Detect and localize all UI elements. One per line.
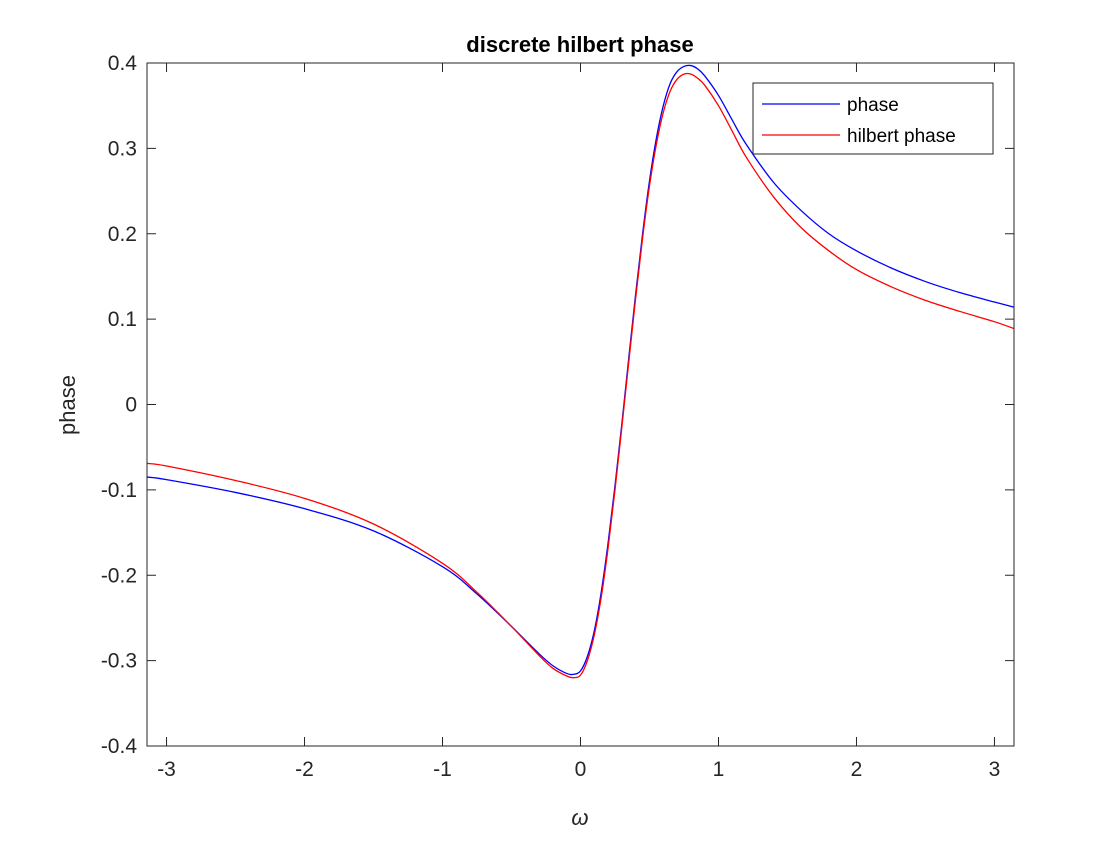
y-axis-label: phase bbox=[55, 375, 80, 435]
legend-box bbox=[752, 82, 994, 155]
axes-box bbox=[146, 62, 1015, 747]
legend-label-hilbert-phase: hilbert phase bbox=[847, 126, 956, 147]
series-layer bbox=[147, 64, 1014, 679]
y-tick-label: -0.2 bbox=[101, 564, 137, 587]
y-tick-label: 0.2 bbox=[108, 223, 137, 246]
x-tick-label: 2 bbox=[851, 758, 863, 781]
y-tick-label: 0 bbox=[125, 394, 137, 417]
x-tick-label: -3 bbox=[157, 758, 176, 781]
legend-label-phase: phase bbox=[847, 95, 899, 116]
y-tick-label: -0.1 bbox=[101, 479, 137, 502]
x-tick-label: -2 bbox=[295, 758, 314, 781]
y-tick-label: 0.4 bbox=[108, 52, 138, 75]
x-tick-label: 0 bbox=[575, 758, 587, 781]
chart-title: discrete hilbert phase bbox=[466, 32, 693, 57]
series-line-hilbert-phase bbox=[147, 72, 1014, 679]
y-tick-label: 0.1 bbox=[108, 308, 137, 331]
y-tick-label: 0.3 bbox=[108, 137, 137, 160]
x-tick-label: -1 bbox=[433, 758, 452, 781]
x-axis-label: ω bbox=[571, 805, 588, 830]
x-tick-label: 3 bbox=[989, 758, 1001, 781]
x-tick-label: 1 bbox=[713, 758, 725, 781]
y-tick-label: -0.4 bbox=[101, 735, 138, 758]
plot-area bbox=[147, 63, 1014, 746]
y-tick-label: -0.3 bbox=[101, 650, 137, 673]
legend: phase hilbert phase bbox=[752, 82, 994, 155]
